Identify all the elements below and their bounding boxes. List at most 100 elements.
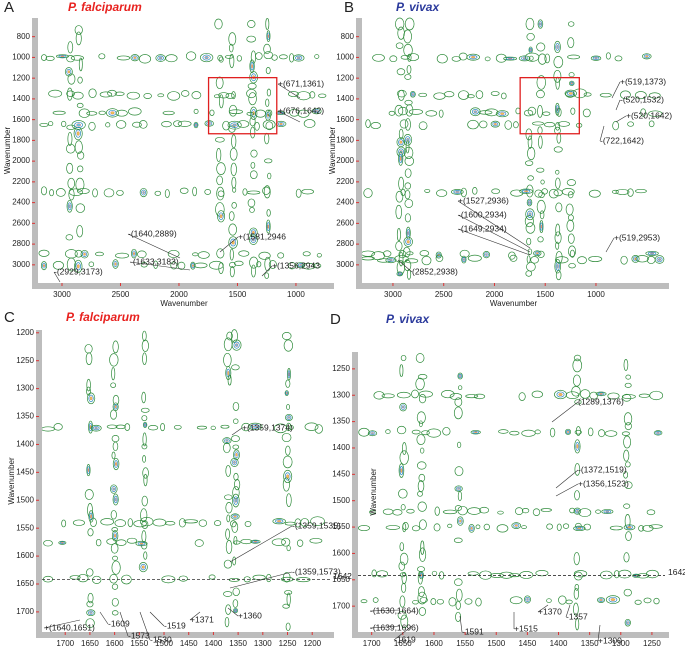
- contour: [405, 104, 414, 117]
- contour: [173, 120, 182, 128]
- contour: [623, 588, 632, 597]
- contour: [372, 53, 385, 62]
- y-tick-label: 1250: [16, 356, 34, 365]
- contour: [82, 251, 88, 257]
- contour: [282, 603, 290, 609]
- contour: [223, 559, 233, 569]
- contour: [250, 149, 258, 158]
- annotation-leader: [119, 611, 129, 637]
- contour: [197, 251, 210, 259]
- contour: [568, 191, 574, 199]
- contour: [401, 582, 407, 593]
- contour: [399, 450, 409, 465]
- contour: [470, 56, 476, 59]
- contour: [72, 519, 85, 526]
- contour: [281, 331, 292, 341]
- contour: [272, 518, 286, 525]
- contour: [264, 256, 271, 272]
- y-tick-label: 1650: [16, 579, 34, 588]
- contour: [225, 539, 233, 554]
- annotation-leader: [393, 625, 413, 641]
- contour: [45, 55, 55, 61]
- contour: [286, 415, 292, 420]
- contour: [398, 488, 408, 499]
- contour: [539, 220, 544, 234]
- contour: [574, 399, 582, 405]
- contour: [98, 110, 106, 115]
- contour: [231, 339, 242, 351]
- y-tick-label: 1500: [16, 495, 34, 504]
- contour: [567, 430, 570, 433]
- contour: [277, 252, 285, 259]
- contour: [404, 136, 411, 144]
- contour: [142, 330, 147, 342]
- contour: [623, 435, 632, 449]
- contour: [191, 91, 202, 100]
- contour: [90, 514, 93, 519]
- contour: [648, 120, 655, 128]
- contour: [80, 250, 89, 259]
- contour: [233, 472, 239, 481]
- contour: [623, 449, 630, 462]
- contour: [112, 487, 116, 491]
- contour: [383, 250, 392, 257]
- contour: [137, 541, 146, 546]
- contour: [453, 406, 463, 420]
- contour: [230, 122, 239, 128]
- contour: [643, 597, 652, 604]
- contour: [546, 598, 552, 603]
- annotation-leader: [189, 611, 201, 621]
- contour: [231, 134, 237, 149]
- contour: [398, 561, 406, 571]
- contour: [609, 525, 623, 531]
- contour: [202, 54, 211, 61]
- contour: [233, 260, 244, 266]
- annotation: +(671,1361): [278, 78, 324, 88]
- contour: [66, 55, 75, 63]
- contour: [389, 259, 393, 262]
- contour: [267, 34, 270, 39]
- y-tick-label: 1350: [332, 417, 350, 426]
- contour: [88, 261, 95, 267]
- contour: [113, 532, 118, 540]
- y-tick-label: 1400: [336, 94, 354, 103]
- contour: [505, 57, 515, 60]
- contour: [418, 420, 423, 428]
- contour: [594, 57, 598, 60]
- contour: [116, 189, 124, 196]
- contour: [77, 76, 83, 84]
- contour: [263, 43, 271, 55]
- contour: [225, 502, 233, 514]
- contour: [524, 215, 534, 228]
- contour: [52, 261, 64, 270]
- contour: [124, 423, 131, 431]
- contour: [472, 187, 478, 195]
- contour: [565, 599, 573, 605]
- contour: [204, 188, 212, 195]
- contour: [556, 523, 562, 531]
- contour: [87, 610, 94, 615]
- contour: [417, 571, 423, 585]
- contour: [544, 53, 551, 64]
- contour: [164, 189, 170, 198]
- contour: [418, 121, 428, 131]
- contour: [555, 256, 569, 264]
- contour: [75, 31, 82, 46]
- contour: [70, 55, 84, 61]
- contour: [110, 510, 117, 520]
- contour: [498, 429, 509, 434]
- contour: [509, 430, 520, 436]
- contour: [501, 92, 507, 100]
- contour: [227, 120, 242, 130]
- contour: [565, 428, 572, 435]
- contour: [285, 391, 289, 395]
- contour: [556, 391, 565, 398]
- annotation-leader: [369, 609, 401, 612]
- contour: [281, 537, 291, 547]
- contour: [251, 264, 256, 278]
- x-tick-label: 1550: [456, 639, 474, 648]
- contour: [183, 519, 198, 524]
- contour: [301, 262, 316, 270]
- panel-letter: A: [4, 0, 14, 16]
- contour: [277, 121, 285, 126]
